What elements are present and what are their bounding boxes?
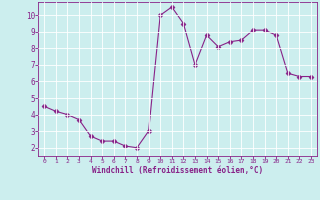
- X-axis label: Windchill (Refroidissement éolien,°C): Windchill (Refroidissement éolien,°C): [92, 166, 263, 175]
